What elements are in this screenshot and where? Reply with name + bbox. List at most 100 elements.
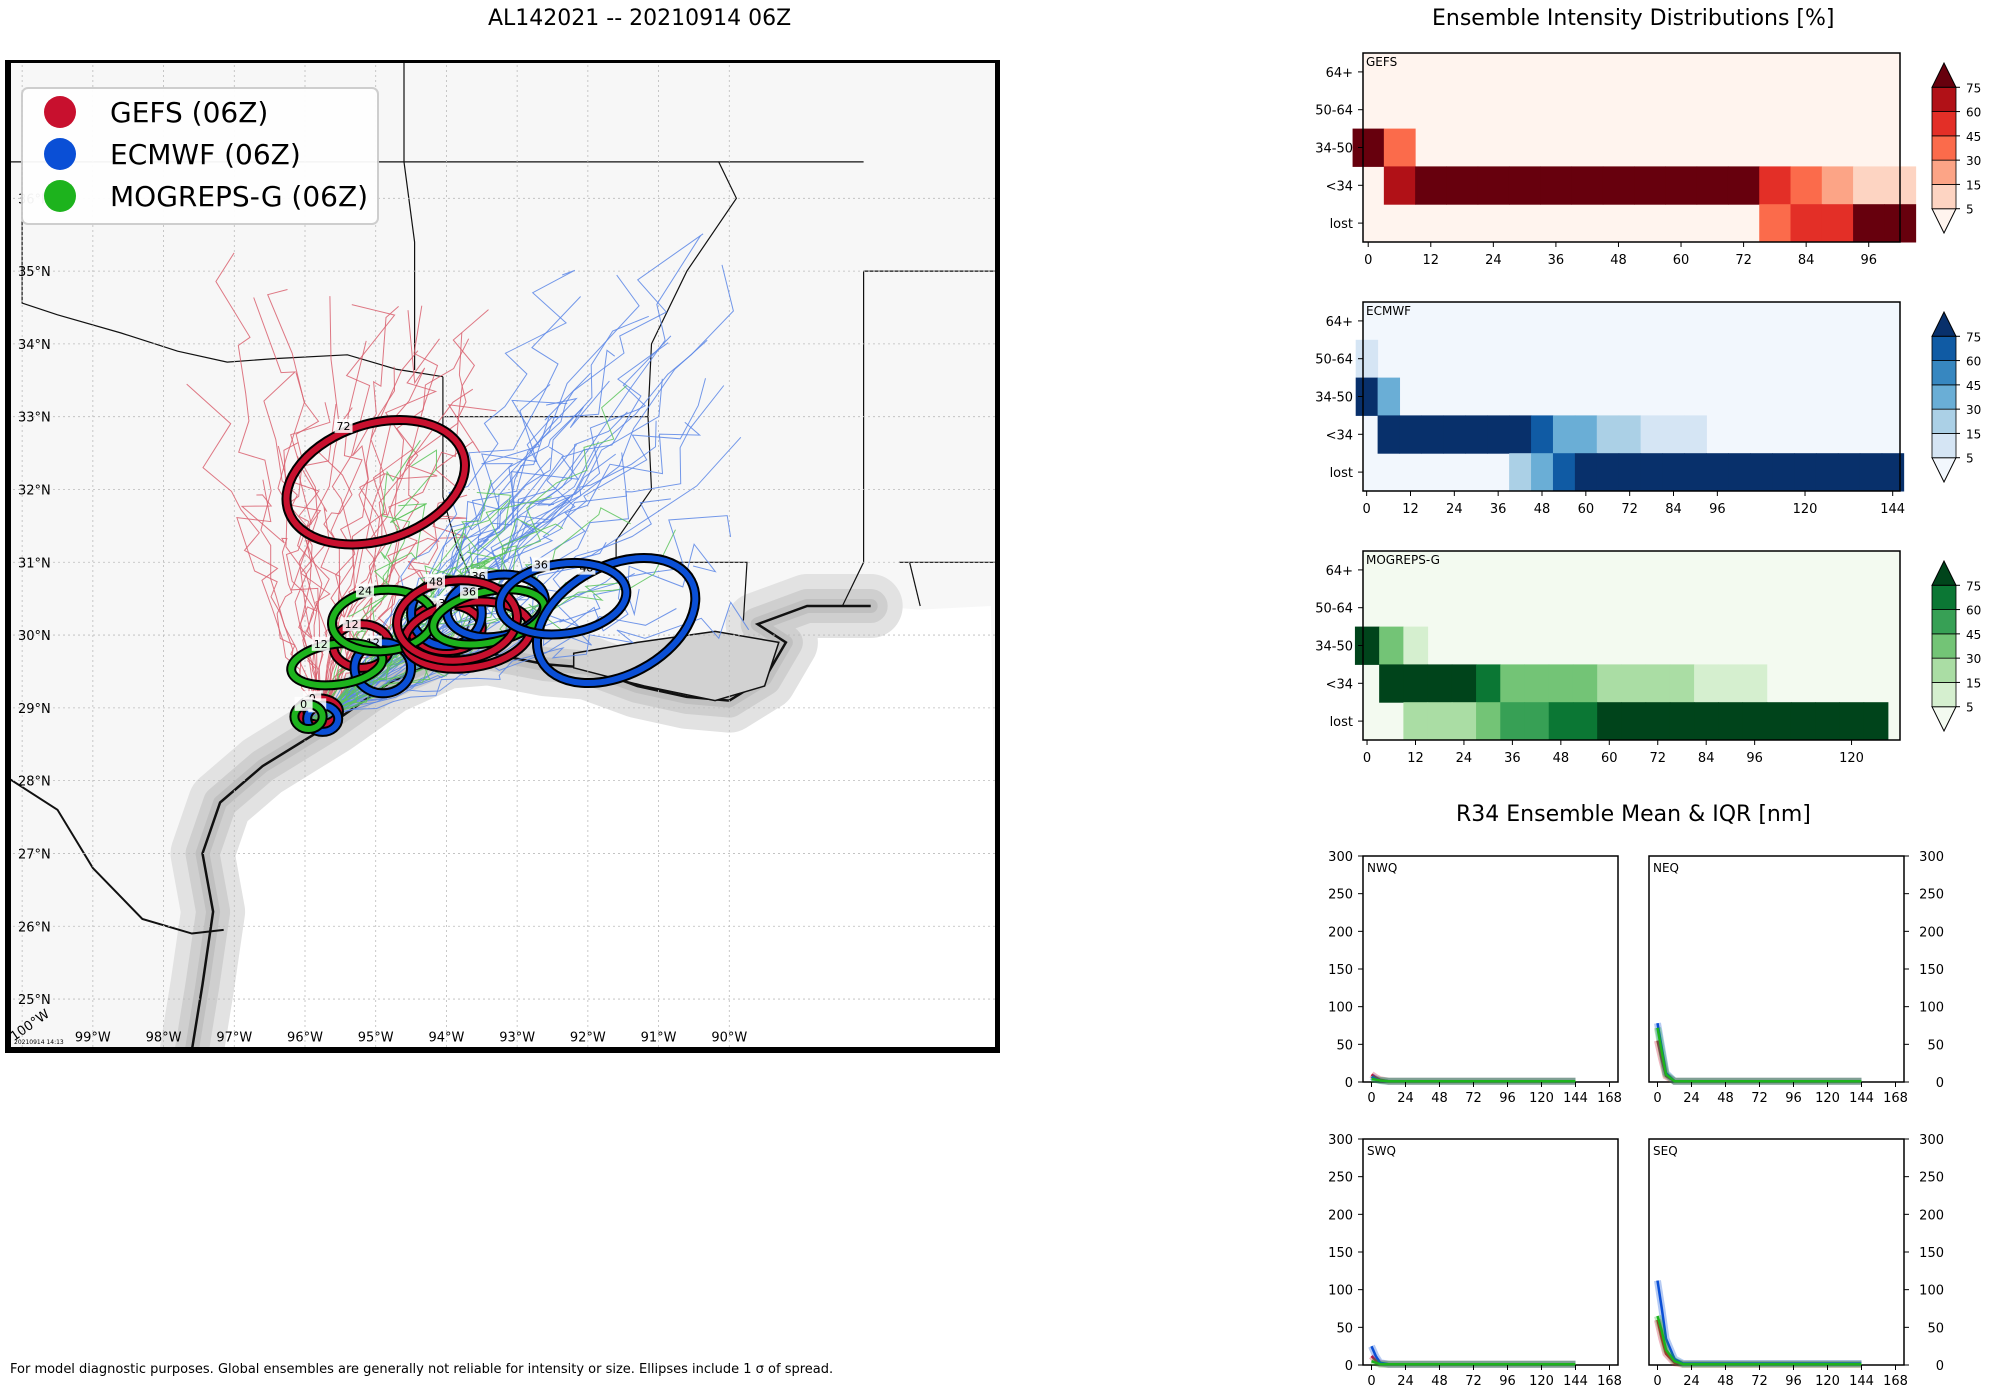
r34-ytick-label: 50 (1927, 1321, 1944, 1336)
state-boundary-11 (909, 562, 921, 607)
main-title: AL142021 -- 20210914 06Z (488, 6, 792, 31)
lat-label: 26°N (18, 920, 51, 935)
heatmap-row-label: <34 (1326, 428, 1353, 443)
heatmap-cell (1574, 453, 1598, 492)
colorbar-segment (1931, 184, 1957, 210)
heatmap-cell (1403, 626, 1429, 665)
heatmap-cell (1742, 702, 1768, 741)
r34-ytick-label: 150 (1919, 963, 1944, 978)
r34-ytick-label: 300 (1919, 850, 1944, 865)
heatmap-row-label: <34 (1326, 179, 1353, 194)
r34-panel-seq: SEQ 0 24 48 72 96 120 144 168 0 50 100 150 200 250 300 (1648, 1133, 1944, 1389)
state-boundary-5 (615, 416, 748, 621)
heatmap-cell (1596, 453, 1620, 492)
colorbar-segment (1931, 584, 1957, 610)
gefs-ellipse-72 (283, 416, 468, 548)
colorbar-max-cap (1931, 559, 1957, 586)
heatmap-cell (1821, 204, 1854, 243)
heatmap-cell (1451, 702, 1477, 741)
legend-marker-ecmwf (44, 138, 76, 170)
ensemble-track (315, 305, 439, 717)
r34-xtick-label: 144 (1849, 1374, 1874, 1389)
legend-label: GEFS (06Z) (110, 96, 268, 129)
gefs-ellipse-48-label-bg (426, 574, 445, 589)
heatmap-cell (1477, 166, 1510, 205)
lon-label: 96°W (287, 1030, 323, 1045)
r34-xtick-label: 72 (1465, 1374, 1482, 1389)
r34-xtick-label: 72 (1751, 1374, 1768, 1389)
r34-xtick-label: 96 (1785, 1091, 1802, 1106)
heatmap-cell (1574, 415, 1598, 454)
heatmap-cell (1821, 166, 1854, 205)
r34-ytick-label: 0 (1936, 1359, 1944, 1374)
heatmap-cell (1465, 415, 1488, 454)
heatmap-cell (1540, 166, 1573, 205)
heatmap-xtick-label: 12 (1407, 751, 1424, 766)
colorbar-tick-label: 60 (1966, 106, 1981, 120)
lat-label: 34°N (18, 338, 51, 353)
heatmap-cell (1645, 664, 1671, 703)
heatmap-xtick-label: 60 (1601, 751, 1618, 766)
heatmap-xtick-label: 0 (1363, 502, 1371, 517)
heatmap-cell (1694, 702, 1719, 741)
lat-label: 28°N (18, 775, 51, 790)
r34-xtick-label: 24 (1397, 1374, 1414, 1389)
heatmap-cell (1684, 415, 1707, 454)
map-timestamp: 20210914 14:13 (14, 1039, 64, 1046)
ecmwf-ellipse-36b-label-bg (531, 557, 550, 572)
lon-label: 95°W (358, 1030, 394, 1045)
gefs-ellipse-48 (394, 577, 521, 664)
heatmap-model-label: MOGREPS-G (1366, 553, 1440, 567)
heatmap-cell (1718, 664, 1744, 703)
heatmap-cell (1853, 204, 1885, 243)
heatmap-cell (1853, 166, 1885, 205)
r34-ytick-label: 300 (1328, 850, 1353, 865)
heatmap-cell (1500, 664, 1526, 703)
r34-xtick-label: 96 (1785, 1374, 1802, 1389)
heatmap-cell (1794, 453, 1817, 492)
colorbar-tick-label: 75 (1966, 81, 1981, 95)
heatmap-row-label: 50-64 (1315, 353, 1353, 368)
mogreps-g-ellipse-12 (288, 640, 386, 689)
heatmap-cell (1548, 664, 1574, 703)
heatmap-xtick-label: 48 (1534, 502, 1551, 517)
heatmap-cell (1509, 415, 1532, 454)
heatmap-xtick-label: 36 (1548, 253, 1565, 268)
mogreps-g-ellipse-0-label-bg (294, 696, 313, 711)
r34-ytick-label: 250 (1919, 888, 1944, 903)
heatmap-row-label: lost (1330, 217, 1353, 232)
heatmap-xtick-label: 36 (1490, 502, 1507, 517)
heatmap-xtick-label: 72 (1621, 502, 1638, 517)
r34-frame (1648, 855, 1905, 1083)
heatmap-cell (1379, 664, 1404, 703)
r34-ytick-label: 250 (1919, 1171, 1944, 1186)
r34-xtick-label: 120 (1815, 1374, 1840, 1389)
heatmap-row-label: 34-50 (1315, 640, 1353, 655)
louisiana-marsh (572, 630, 780, 702)
heatmap-xtick-label: 84 (1798, 253, 1815, 268)
lon-label: 99°W (75, 1030, 111, 1045)
colorbar-tick-label: 5 (1966, 203, 1974, 217)
colorbar-segment (1931, 657, 1957, 683)
heatmap-xtick-label: 36 (1504, 751, 1521, 766)
heatmap-xtick-label: 48 (1553, 751, 1570, 766)
heatmap-xtick-label: 12 (1402, 502, 1419, 517)
heatmap-xtick-label: 12 (1423, 253, 1440, 268)
heatmap-cell (1508, 166, 1541, 205)
us-mexico-border (8, 776, 224, 935)
colorbar-tick-label: 75 (1966, 579, 1981, 593)
legend-label: MOGREPS-G (06Z) (110, 180, 368, 213)
colorbar-tick-label: 30 (1966, 403, 1981, 417)
r34-panel-nwq: NWQ 0 24 48 72 96 120 144 168 0 50 100 150 200 250 300 (1328, 850, 1622, 1106)
heatmap-cell (1662, 453, 1685, 492)
ensemble-track (320, 366, 396, 720)
mogreps-g-ellipse-36-label: 36 (462, 586, 476, 599)
heatmap-cell (1572, 664, 1598, 703)
r34-ytick-label: 50 (1927, 1038, 1944, 1053)
heatmap-cell (1383, 128, 1416, 167)
heatmap-cell (1476, 664, 1501, 703)
heatmap-cell (1669, 702, 1695, 741)
state-boundary-2 (403, 60, 416, 371)
heatmap-cell (1403, 702, 1429, 741)
heatmap-row-label: 34-50 (1315, 391, 1353, 406)
